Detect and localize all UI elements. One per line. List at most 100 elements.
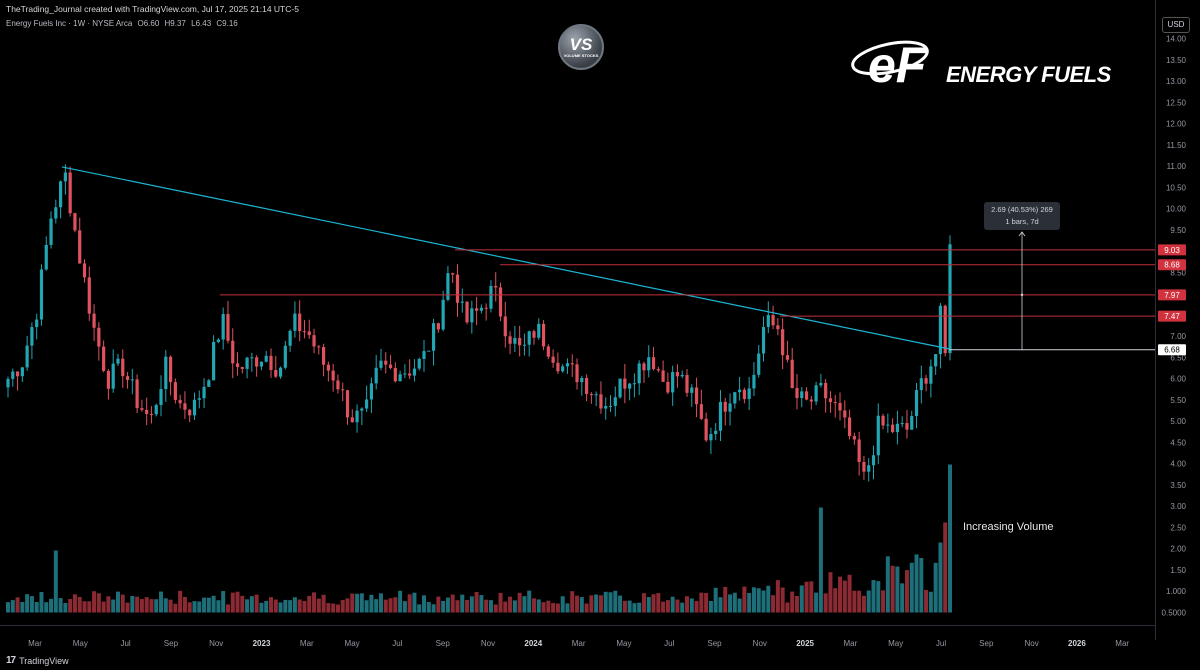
volume-bar: [838, 576, 843, 613]
time-tick-label: Mar: [1115, 639, 1129, 648]
candle-body: [757, 353, 761, 375]
price-tick-label: 1.50: [1170, 566, 1186, 575]
volume-bar: [273, 599, 278, 613]
volume-bar: [49, 598, 54, 613]
candle-body: [914, 390, 919, 417]
candle-body: [671, 372, 675, 393]
candle-body: [202, 386, 206, 399]
candle-body: [518, 337, 522, 346]
candle-body: [714, 430, 718, 435]
volume-bar: [173, 603, 178, 613]
candle-body: [365, 399, 369, 409]
volume-bar: [847, 574, 852, 613]
volume-bar: [823, 593, 828, 613]
volume-bar: [225, 604, 230, 613]
legend-close: C9.16: [216, 19, 238, 28]
volume-bar: [861, 595, 866, 613]
candle-body: [637, 363, 641, 384]
candle-body: [876, 415, 880, 456]
volume-bar: [799, 585, 804, 613]
volume-bar: [842, 580, 847, 613]
candle-body: [628, 383, 632, 389]
candle-body: [178, 399, 182, 404]
measure-bars: 1 bars, 7d: [1005, 217, 1039, 226]
candle-body: [479, 307, 483, 311]
volume-bar: [312, 592, 317, 613]
volume-bar: [120, 594, 125, 613]
symbol-name[interactable]: Energy Fuels Inc · 1W · NYSE Arca: [6, 19, 133, 28]
time-tick-label: Nov: [1024, 639, 1038, 648]
candle-body: [97, 327, 101, 347]
time-tick-label: Nov: [753, 639, 767, 648]
candle-body: [168, 356, 173, 383]
volume-bar: [216, 600, 221, 613]
candle-body: [288, 330, 292, 346]
volume-bar: [747, 593, 752, 613]
candle-body: [111, 363, 115, 389]
candle-body: [360, 408, 364, 411]
volume-bar: [230, 592, 235, 613]
volume-bar: [866, 590, 871, 613]
price-tick-label: 10.50: [1166, 183, 1187, 192]
volume-bar: [460, 594, 465, 613]
energy-fuels-wordmark: ENERGY FUELS: [946, 62, 1111, 87]
volume-bar: [780, 587, 785, 613]
candle-body: [489, 285, 493, 309]
volume-bar: [756, 588, 761, 613]
volume-bar: [283, 599, 288, 613]
volume-bar: [661, 601, 666, 613]
volume-bar: [15, 597, 20, 613]
time-tick-label: Nov: [481, 639, 495, 648]
volume-bar: [388, 598, 393, 613]
volume-bar: [881, 590, 886, 613]
descending-trendline: [61, 166, 950, 350]
volume-bar: [101, 601, 106, 613]
candle-body: [565, 363, 570, 367]
candle-body: [924, 378, 928, 384]
candle-body: [317, 346, 321, 348]
candle-body: [379, 360, 383, 368]
footer-brand[interactable]: TradingView: [19, 655, 69, 666]
volume-bar: [517, 592, 522, 613]
candle-body: [541, 323, 546, 347]
volume-bar: [584, 603, 589, 613]
volume-bar: [316, 598, 321, 613]
candle-body: [828, 398, 833, 403]
time-tick-label: Sep: [436, 639, 451, 648]
candle-body: [891, 424, 895, 433]
volume-bar: [359, 593, 364, 613]
candle-body: [255, 357, 259, 367]
candle-body: [125, 376, 130, 380]
candle-body: [307, 331, 311, 336]
volume-bar: [149, 599, 154, 613]
candle-body: [556, 362, 560, 372]
level-label: 7.97: [1164, 291, 1180, 300]
candle-body: [919, 378, 923, 391]
candle-body: [188, 409, 192, 416]
candle-body: [728, 403, 732, 412]
candle-body: [427, 350, 431, 352]
candle-body: [58, 181, 63, 208]
candle-body: [470, 308, 474, 323]
volume-bar: [34, 602, 39, 613]
candle-body: [441, 299, 445, 330]
candle-body: [302, 331, 307, 333]
candle-body: [82, 263, 87, 278]
volume-bar: [10, 600, 15, 613]
volume-bar: [718, 597, 723, 613]
level-label: 8.68: [1164, 261, 1180, 270]
currency-button[interactable]: USD: [1162, 17, 1190, 33]
volume-bar: [455, 600, 460, 613]
candle-body: [63, 172, 67, 182]
candle-body: [221, 314, 225, 340]
candle-body: [326, 364, 330, 371]
candle-body: [905, 423, 909, 430]
volume-bar: [670, 596, 675, 613]
volume-bar: [87, 601, 92, 613]
volume-bar: [92, 591, 97, 613]
candle-body: [857, 439, 861, 462]
time-tick-label: May: [73, 639, 88, 648]
volume-bar: [355, 593, 360, 613]
candle-body: [145, 409, 149, 414]
